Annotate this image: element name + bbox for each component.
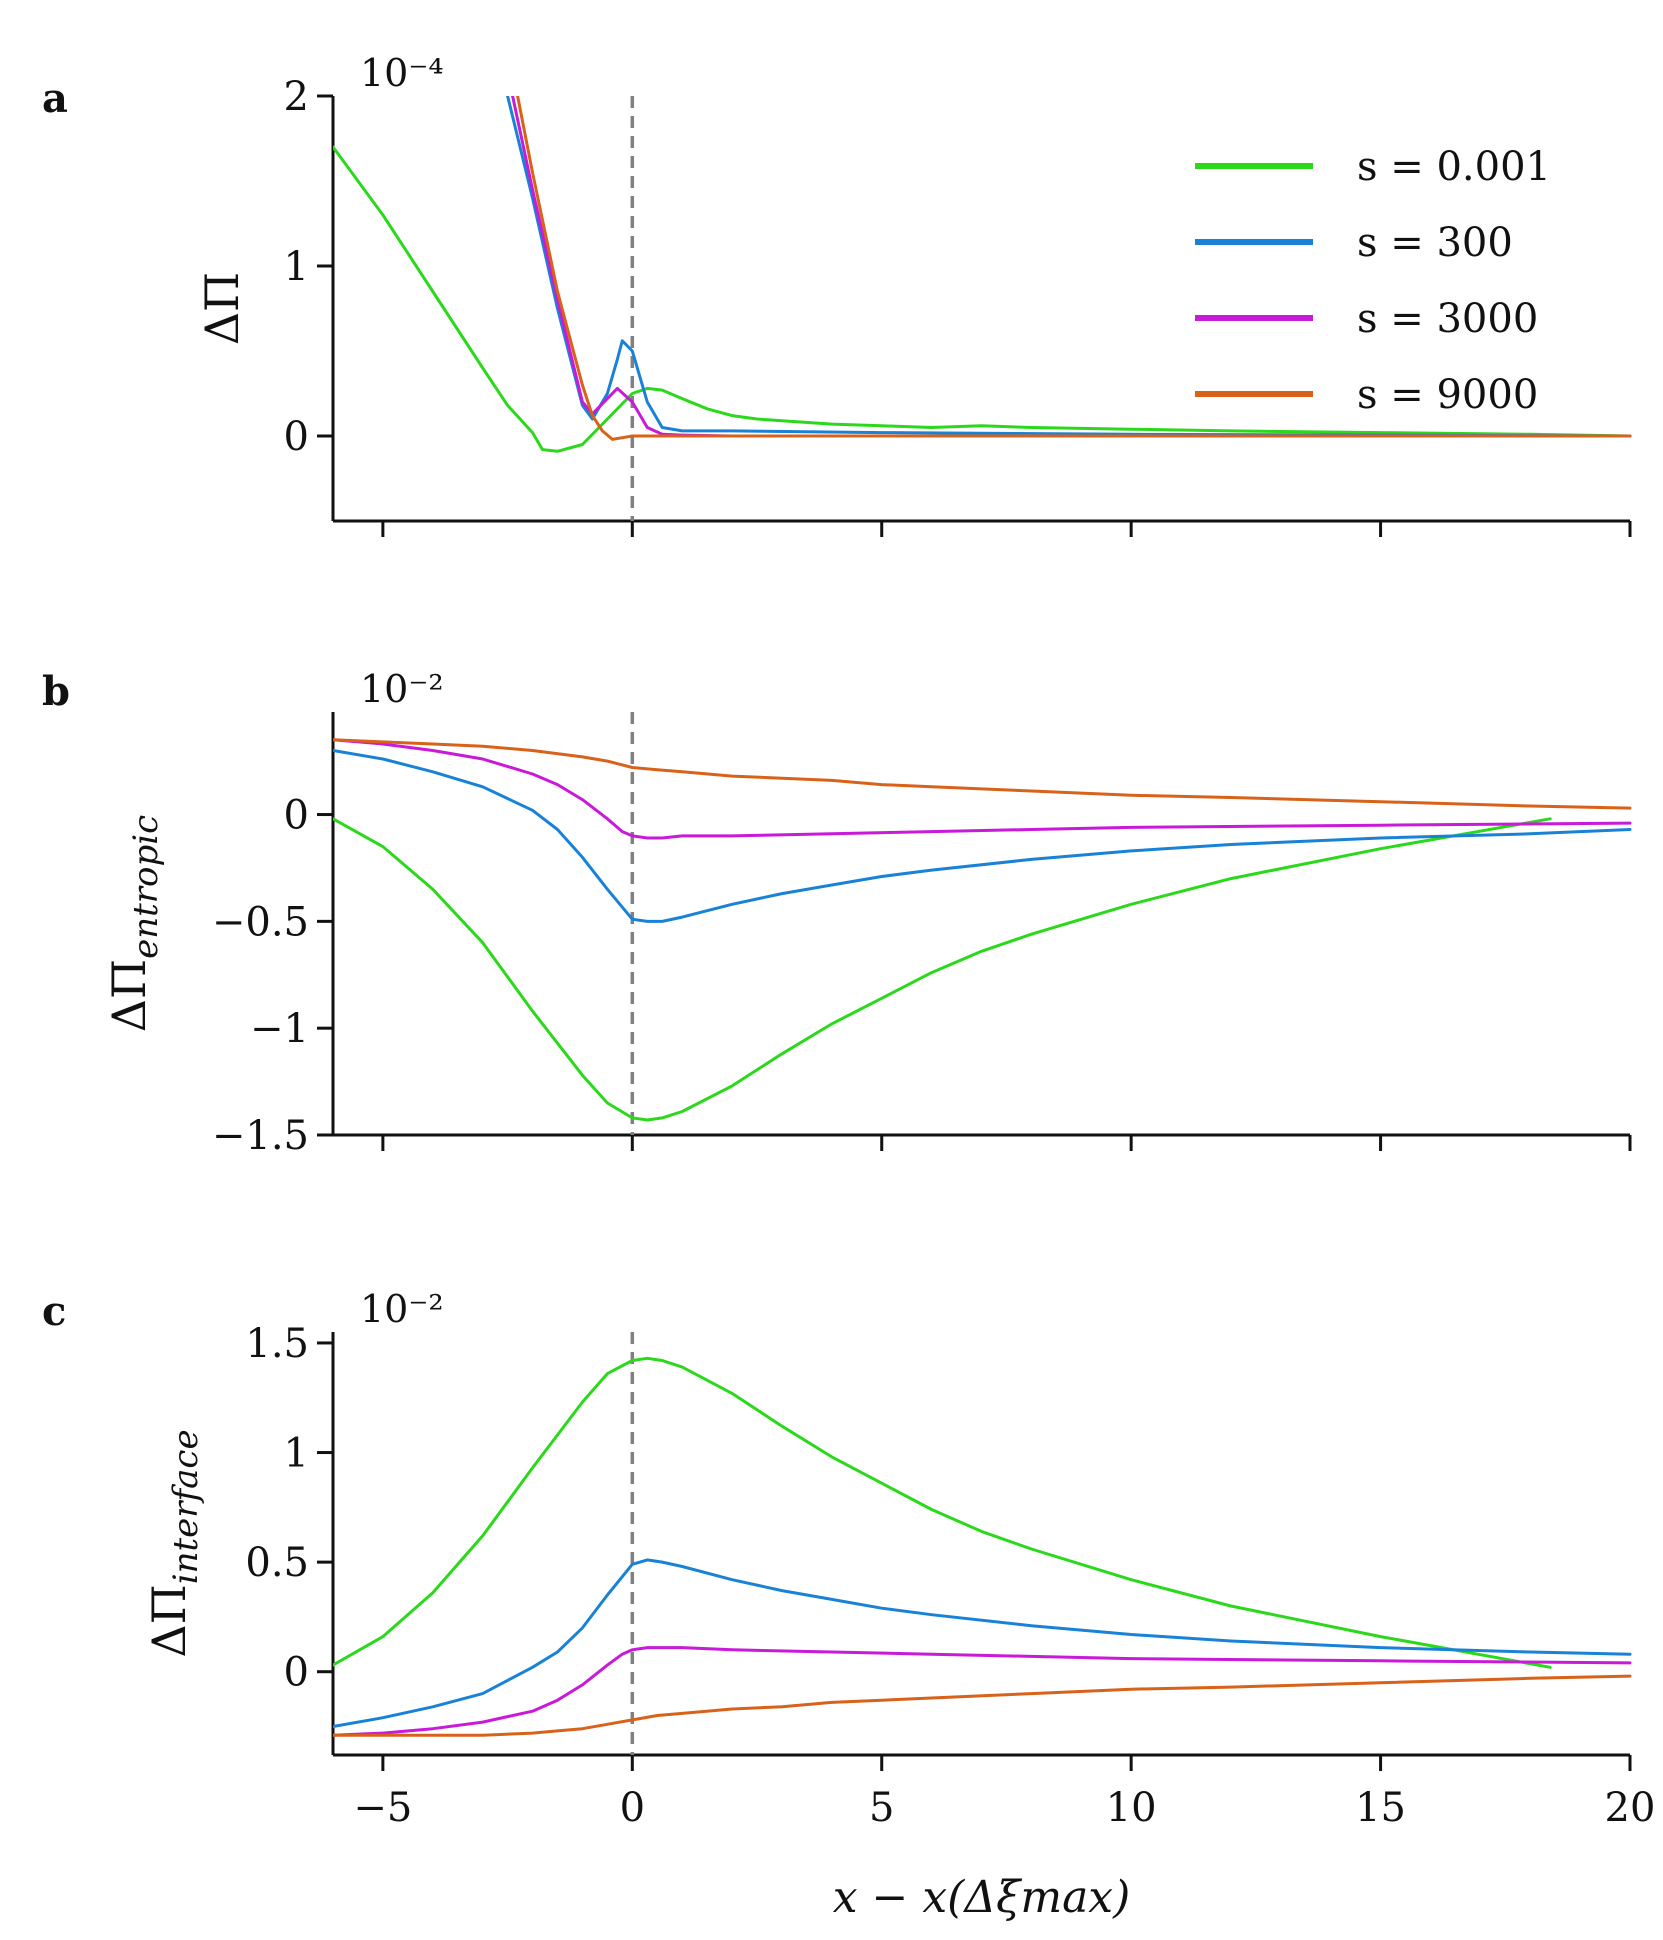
- series-line-1: [333, 1558, 1632, 1728]
- legend-label-0: s = 0.001: [1357, 144, 1551, 190]
- legend-label-2: s = 3000: [1357, 296, 1538, 342]
- y-axis-label-main: ΔΠ: [102, 959, 156, 1032]
- y-tick-label: −0.5: [212, 899, 309, 945]
- series-line-0: [333, 145, 1632, 453]
- y-tick-label: −1: [250, 1006, 309, 1052]
- series-group: [333, 738, 1632, 1122]
- y-tick-label: 1: [284, 1431, 309, 1477]
- y-axis-label: ΔΠentropic: [102, 815, 166, 1032]
- legend-label-3: s = 9000: [1357, 372, 1538, 418]
- panel-letter: a: [42, 75, 68, 122]
- x-tick-label: 5: [869, 1785, 894, 1831]
- panel-letter: b: [42, 668, 70, 715]
- series-group: [333, 96, 1632, 453]
- x-axis-label: x − x(Δξmax): [833, 1872, 1131, 1923]
- legend: s = 0.001 s = 300 s = 3000 s = 9000: [1195, 144, 1551, 418]
- y-tick-label: 0: [284, 793, 309, 839]
- y-axis-label-subscript: interface: [166, 1429, 206, 1584]
- series-line-1: [333, 749, 1632, 923]
- y-axis-label: ΔΠ: [195, 272, 249, 345]
- y-tick-label: 1.5: [245, 1321, 309, 1367]
- y-tick-label: −1.5: [212, 1113, 309, 1159]
- series-line-2: [333, 738, 1632, 840]
- panel-c: −5 0 5 10 15 20 0 0.5 1 1.5 c 10⁻² ΔΠinterface x − x(…: [42, 1287, 1655, 1923]
- x-tick-label: 15: [1355, 1785, 1406, 1831]
- scale-exponent-label: 10⁻²: [360, 667, 444, 711]
- x-tick-label: 0: [620, 1785, 645, 1831]
- x-tick-label: −5: [353, 1785, 412, 1831]
- panel-b: 0 −0.5 −1 −1.5 b 10⁻² ΔΠentropic: [42, 667, 1632, 1159]
- y-axis-label-main: ΔΠ: [195, 272, 249, 345]
- series-line-3: [516, 96, 1632, 441]
- x-tick-label: 10: [1106, 1785, 1157, 1831]
- series-line-0: [333, 1356, 1552, 1669]
- y-axis-label-subscript: entropic: [126, 815, 166, 959]
- scale-exponent-label: 10⁻⁴: [360, 51, 444, 95]
- y-axis-label: ΔΠinterface: [142, 1429, 206, 1657]
- series-line-0: [333, 817, 1552, 1122]
- panel-letter: c: [42, 1288, 66, 1335]
- series-line-3: [333, 1674, 1632, 1737]
- scale-exponent-label: 10⁻²: [360, 1287, 444, 1331]
- series-line-3: [333, 738, 1632, 810]
- panel-a: 0 1 2 a 10⁻⁴ ΔΠ: [42, 51, 1632, 537]
- y-tick-label: 0: [284, 414, 309, 460]
- y-tick-label: 0: [284, 1650, 309, 1696]
- y-tick-label: 2: [284, 74, 309, 120]
- y-tick-label: 1: [284, 244, 309, 290]
- series-line-2: [333, 1646, 1632, 1737]
- y-axis-label-main: ΔΠ: [142, 1584, 196, 1657]
- y-tick-label: 0.5: [245, 1540, 309, 1586]
- legend-label-1: s = 300: [1357, 220, 1513, 266]
- x-tick-label: 20: [1605, 1785, 1656, 1831]
- series-group: [333, 1356, 1632, 1737]
